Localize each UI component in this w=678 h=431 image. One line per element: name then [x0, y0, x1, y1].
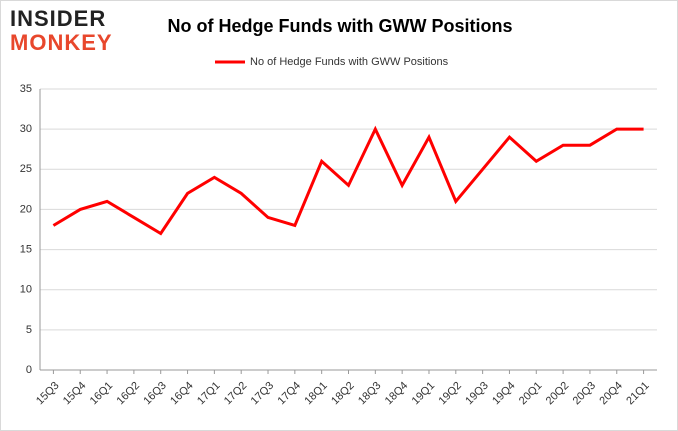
chart-title: No of Hedge Funds with GWW Positions	[168, 16, 513, 36]
y-tick-label: 25	[20, 163, 32, 175]
y-tick-label: 30	[20, 123, 32, 135]
logo-top: INSIDER	[10, 6, 106, 31]
y-tick-label: 35	[20, 83, 32, 95]
data-line	[52, 125, 644, 236]
y-tick-label: 20	[20, 203, 32, 215]
y-tick-label: 10	[20, 284, 32, 296]
y-tick-label: 0	[26, 364, 32, 376]
legend-label: No of Hedge Funds with GWW Positions	[250, 56, 449, 68]
logo-bottom: MONKEY	[10, 30, 113, 55]
y-tick-label: 5	[26, 324, 32, 336]
y-tick-label: 15	[20, 243, 32, 255]
